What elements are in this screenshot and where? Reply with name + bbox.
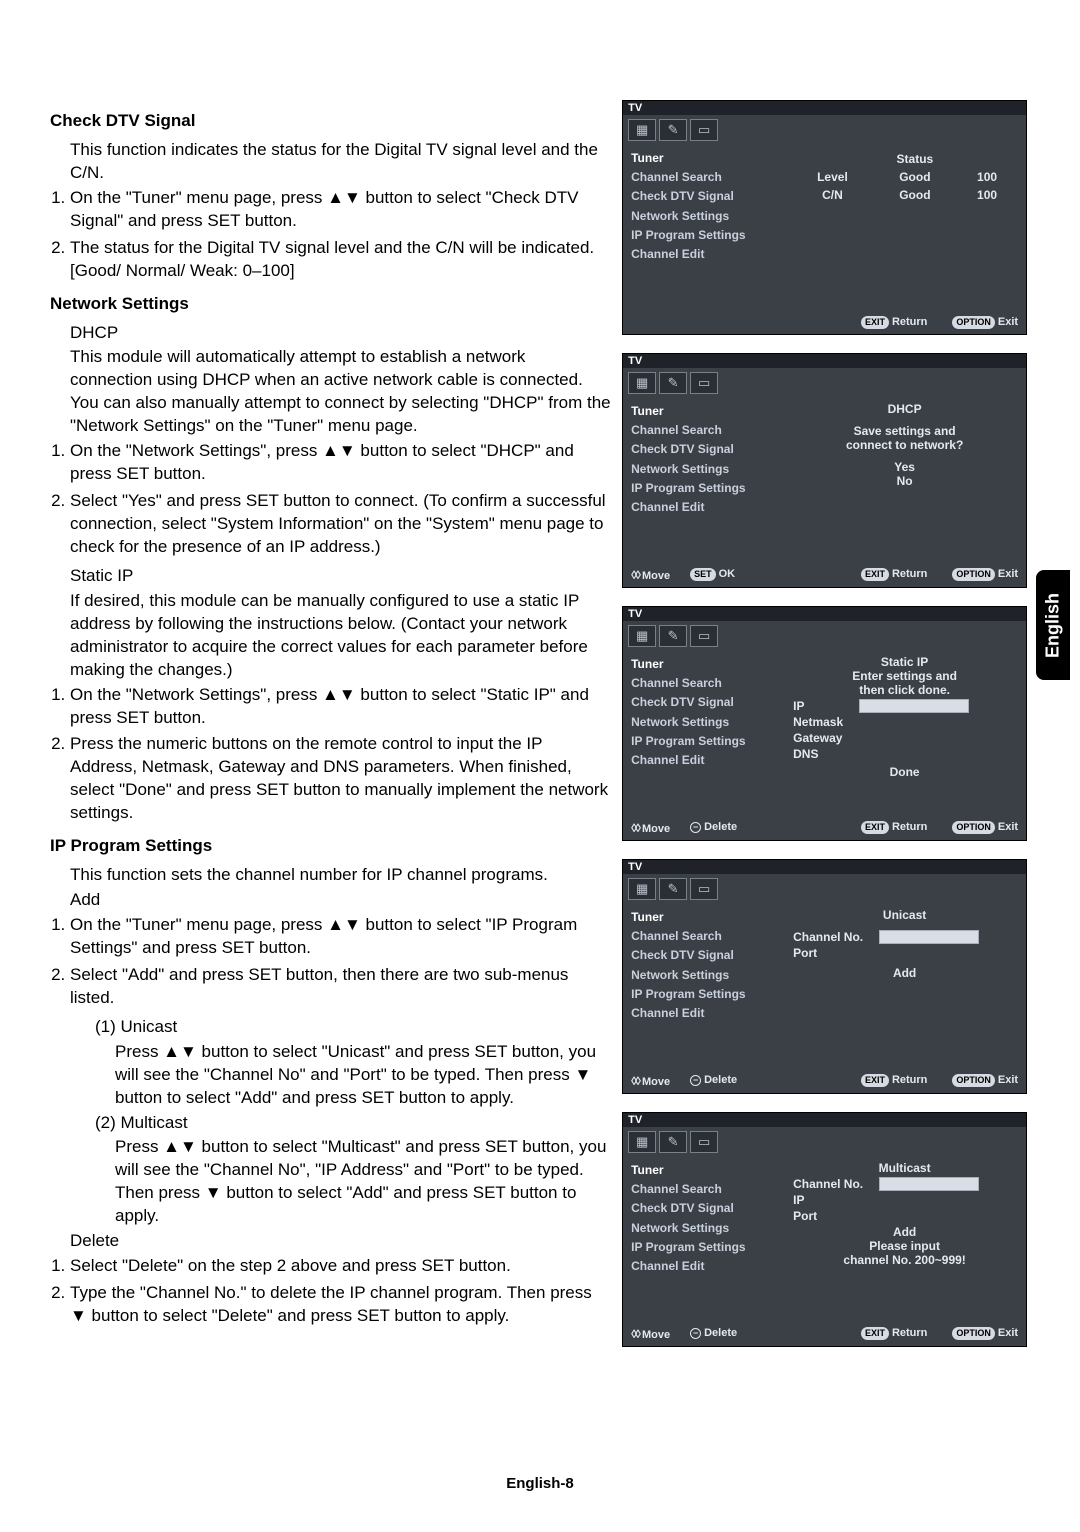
channel-input[interactable] [879,930,979,944]
delete-step2: Type the "Channel No." to delete the IP … [70,1282,612,1328]
add-step1: On the "Tuner" menu page, press ▲▼ butto… [70,914,612,960]
tv-tab-icon: ▭ [690,119,718,141]
ipprog-desc: This function sets the channel number fo… [50,864,612,887]
tv-right-status: Status LevelGood100 C/NGood100 [783,145,1026,305]
channel-input[interactable] [879,1177,979,1191]
check-dtv-heading: Check DTV Signal [50,110,612,133]
unicast-text: Press ▲▼ button to select "Unicast" and … [50,1041,612,1110]
tv-top-label: TV [623,101,1026,115]
delete-step1: Select "Delete" on the step 2 above and … [70,1255,612,1278]
check-dtv-step1: On the "Tuner" menu page, press ▲▼ butto… [70,187,612,233]
page-number: English-8 [0,1475,1080,1492]
manual-text-column: Check DTV Signal This function indicates… [50,100,612,1347]
tv-panel-multicast: TV ▦✎▭ Tuner Channel Search Check DTV Si… [622,1112,1027,1347]
staticip-subheading: Static IP [50,565,612,588]
staticip-step2: Press the numeric buttons on the remote … [70,733,612,825]
staticip-desc: If desired, this module can be manually … [50,590,612,682]
ipprog-heading: IP Program Settings [50,835,612,858]
multicast-label: (2) Multicast [50,1112,612,1135]
tv-panel-status: TV ▦ ✎ ▭ Tuner Channel Search Check DTV … [622,100,1027,335]
add-step2: Select "Add" and press SET button, then … [70,964,612,1010]
dhcp-step1: On the "Network Settings", press ▲▼ butt… [70,440,612,486]
dhcp-step2: Select "Yes" and press SET button to con… [70,490,612,559]
staticip-step1: On the "Network Settings", press ▲▼ butt… [70,684,612,730]
ip-input[interactable] [859,699,969,713]
language-side-tab: English [1036,570,1070,680]
tv-panel-staticip: TV ▦✎▭ Tuner Channel Search Check DTV Si… [622,606,1027,841]
tv-tab-icon: ▦ [628,119,656,141]
tv-panel-unicast: TV ▦✎▭ Tuner Channel Search Check DTV Si… [622,859,1027,1094]
dhcp-desc: This module will automatically attempt t… [50,346,612,438]
unicast-label: (1) Unicast [50,1016,612,1039]
dhcp-subheading: DHCP [50,322,612,345]
tv-panel-dhcp: TV ▦✎▭ Tuner Channel Search Check DTV Si… [622,353,1027,588]
check-dtv-desc: This function indicates the status for t… [50,139,612,185]
check-dtv-step2: The status for the Digital TV signal lev… [70,237,612,283]
tv-screenshots-column: TV ▦ ✎ ▭ Tuner Channel Search Check DTV … [622,100,1030,1347]
multicast-text: Press ▲▼ button to select "Multicast" an… [50,1136,612,1228]
network-heading: Network Settings [50,293,612,316]
tv-menu: Tuner Channel Search Check DTV Signal Ne… [623,145,783,305]
tv-tab-icon: ✎ [659,119,687,141]
delete-subheading: Delete [50,1230,612,1253]
add-subheading: Add [50,889,612,912]
